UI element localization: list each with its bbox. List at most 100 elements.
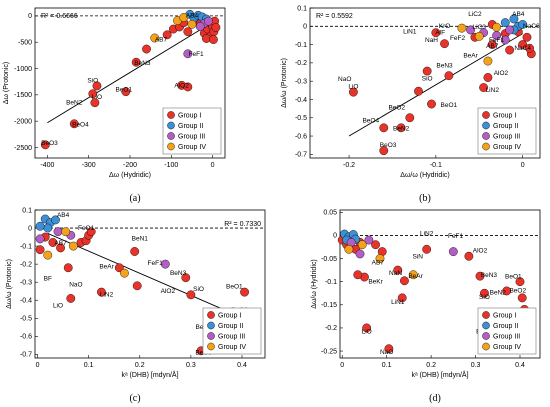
point-label: NaO xyxy=(338,76,351,83)
x-tick-label: 0.3 xyxy=(186,362,196,369)
legend-marker xyxy=(207,342,215,351)
point-label: SiO xyxy=(479,294,490,301)
y-tick-label: -0.3 xyxy=(295,78,307,85)
point-label: AB7 xyxy=(486,43,499,50)
legend-entry: Group IV xyxy=(178,144,206,151)
data-point xyxy=(179,13,189,22)
data-point xyxy=(357,240,367,250)
x-tick-label: 0.1 xyxy=(84,362,94,369)
y-tick-label: -0.5 xyxy=(295,115,307,122)
data-point xyxy=(431,28,441,38)
y-tick-label: -0.6 xyxy=(20,334,32,341)
data-point xyxy=(53,227,63,237)
point-label: LiO xyxy=(348,83,358,90)
point-label: LiN2 xyxy=(100,292,114,299)
data-point xyxy=(427,99,436,109)
data-point xyxy=(56,243,65,253)
point-label: BeN3 xyxy=(481,272,498,279)
data-point xyxy=(440,39,449,49)
y-tick-label: -0.15 xyxy=(321,302,337,309)
point-label: BeO2 xyxy=(509,287,526,294)
point-label: BeO4 xyxy=(362,117,379,124)
data-point xyxy=(422,66,432,76)
legend-marker xyxy=(167,132,175,140)
regression-line xyxy=(348,33,523,137)
y-tick-label: -500 xyxy=(18,40,32,47)
point-label: LiN2 xyxy=(420,230,434,237)
legend-entry: Group III xyxy=(493,133,520,140)
data-point xyxy=(204,16,213,26)
x-tick-label: 0 xyxy=(521,162,525,169)
point-label: NaC6 xyxy=(523,23,540,30)
data-point xyxy=(160,259,170,269)
legend-entry: Group IV xyxy=(493,344,521,351)
x-tick-label: 0 xyxy=(340,362,344,369)
point-label: BeN3 xyxy=(134,60,151,67)
legend-entry: Group III xyxy=(493,333,520,340)
point-label: LiO xyxy=(362,328,372,335)
r-squared-label: R² = 0.6666 xyxy=(41,13,78,20)
data-point xyxy=(69,119,79,129)
data-point xyxy=(500,35,510,45)
data-point xyxy=(492,22,502,32)
y-tick-label: -0.5 xyxy=(20,316,32,323)
data-point xyxy=(371,240,380,250)
point-label: BeN2 xyxy=(66,99,83,106)
x-tick-label: -200 xyxy=(123,162,137,169)
panel-label: (b) xyxy=(419,193,431,204)
y-tick-label: -0.05 xyxy=(321,256,337,263)
data-point xyxy=(66,294,76,303)
data-point xyxy=(211,23,221,32)
point-label: AB4 xyxy=(512,11,525,18)
point-label: LiC2 xyxy=(468,11,482,18)
y-tick-label: -0.3 xyxy=(20,279,32,286)
point-label: AlO2 xyxy=(174,82,189,89)
data-point xyxy=(90,98,100,108)
legend-entry: Group I xyxy=(218,312,241,319)
point-label: BeO1 xyxy=(226,284,243,291)
data-point xyxy=(51,215,60,225)
x-axis-label: Δω/ω (Hydridic) xyxy=(400,172,449,179)
data-point xyxy=(522,32,532,42)
data-point xyxy=(353,270,363,280)
data-point xyxy=(483,56,493,66)
data-point xyxy=(344,244,354,254)
y-tick-label: -0.25 xyxy=(321,348,337,355)
point-label: FeF1 xyxy=(448,233,464,240)
data-point xyxy=(68,241,78,251)
data-point xyxy=(396,123,406,133)
y-tick-label: 0.1 xyxy=(297,5,307,12)
point-label: NaO xyxy=(69,282,82,289)
x-tick-label: 0 xyxy=(211,162,215,169)
point-label: LiO xyxy=(92,94,102,101)
legend-marker xyxy=(167,111,175,119)
x-tick-label: -0.1 xyxy=(430,162,442,169)
panel-label: (d) xyxy=(429,393,441,404)
data-point xyxy=(400,276,409,286)
data-point xyxy=(183,49,193,59)
panel-c: 0 0.1 0.2 0.3 0.4 0.1 0 -0.1 -0.2 -0.3 -0.4 -0.5 -0.… xyxy=(6,207,266,404)
legend-marker xyxy=(482,332,490,340)
x-tick-label: 0.1 xyxy=(382,362,392,369)
y-tick-label: -0.2 xyxy=(295,60,307,67)
panel-label: (c) xyxy=(129,393,140,404)
y-tick-label: 0 xyxy=(28,13,32,20)
point-label: FeF1 xyxy=(189,51,205,58)
x-tick-label: 0.2 xyxy=(426,362,436,369)
point-label: AB7 xyxy=(155,37,168,44)
y-tick-label: -0.6 xyxy=(295,133,307,140)
data-point xyxy=(364,235,374,245)
data-point xyxy=(35,245,45,255)
data-point xyxy=(40,140,50,150)
y-tick-label: -0.1 xyxy=(20,243,32,250)
data-point xyxy=(379,123,389,133)
y-axis-label: Δω/ω (Protonic) xyxy=(6,259,13,309)
point-label: BeO3 xyxy=(41,140,58,147)
point-label: BeO1 xyxy=(115,87,132,94)
data-point xyxy=(517,293,527,303)
data-point xyxy=(35,221,45,231)
y-tick-label: -2500 xyxy=(14,145,32,152)
legend-entry: Group III xyxy=(178,133,205,140)
data-point xyxy=(195,22,205,31)
legend-marker xyxy=(207,311,215,319)
